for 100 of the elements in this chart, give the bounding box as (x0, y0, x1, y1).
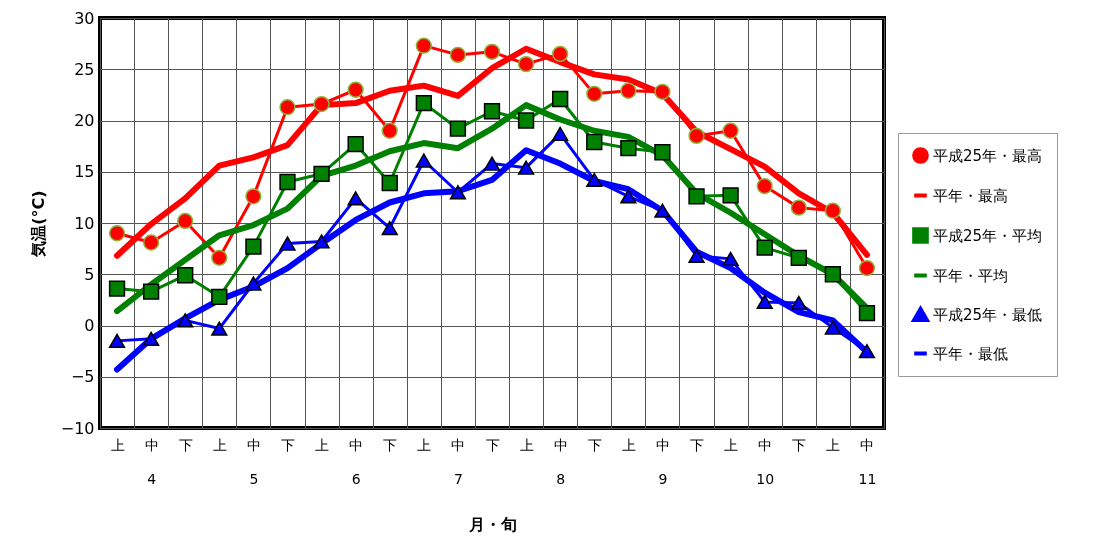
point (688, 127, 705, 145)
point (415, 94, 432, 112)
point (279, 173, 296, 191)
y-tick-label: 0 (84, 316, 95, 335)
point (245, 276, 262, 291)
x-tick-label: 上 (212, 436, 227, 453)
point (756, 294, 773, 310)
point (279, 236, 296, 251)
y-tick-label: 15 (74, 162, 95, 182)
point (313, 165, 330, 182)
point (177, 212, 194, 230)
point (756, 177, 773, 195)
point (483, 103, 501, 120)
point (313, 95, 330, 113)
point (347, 191, 364, 206)
point (245, 188, 262, 205)
x-tick-label: 下 (587, 436, 602, 453)
y-tick-label: −10 (60, 418, 95, 438)
point (142, 331, 160, 346)
point (449, 46, 467, 64)
x-tick-label: 上 (315, 436, 330, 453)
point (858, 259, 876, 277)
point (415, 153, 432, 168)
point (790, 199, 807, 216)
y-tick-label: 20 (74, 111, 95, 130)
point (211, 288, 228, 305)
point (483, 43, 501, 60)
point (586, 85, 603, 102)
x-tick-label: 上 (724, 436, 739, 453)
category-label: 中 9 (655, 436, 670, 487)
point (654, 203, 671, 218)
point (688, 248, 705, 263)
point (108, 225, 126, 242)
point (517, 160, 535, 175)
point (347, 81, 364, 98)
x-tick-label: 上 (621, 436, 636, 453)
point (142, 283, 160, 300)
x-tick-label: 上 (826, 436, 841, 453)
point (381, 174, 398, 192)
point (517, 112, 535, 129)
point (108, 333, 126, 349)
legend-label: 平年・平均 (933, 266, 1008, 285)
point (824, 266, 842, 283)
point (381, 122, 398, 139)
category-label: 中 6 (349, 436, 364, 487)
point (552, 126, 569, 141)
x-axis-title: 月・旬 (467, 514, 517, 534)
point (142, 234, 160, 251)
x-tick-label: 下 (690, 436, 705, 453)
point (108, 280, 126, 297)
x-tick-label: 下 (383, 436, 398, 453)
point (722, 122, 739, 139)
x-tick-label: 下 (485, 436, 500, 453)
y-tick-label: −5 (70, 367, 95, 387)
y-tick-label: 10 (74, 213, 95, 233)
legend-label: 平年・最低 (933, 344, 1008, 363)
x-tick-label: 上 (519, 436, 534, 453)
legend-label: 平年・最高 (933, 186, 1008, 205)
x-tick-label: 下 (280, 436, 295, 453)
point (313, 234, 330, 249)
point (620, 189, 637, 204)
legend-label: 平成25年・平均 (933, 226, 1043, 245)
point (449, 120, 467, 137)
y-tick-label: 30 (74, 8, 95, 28)
point (177, 313, 194, 328)
point (279, 99, 296, 116)
legend-label: 平成25年・最高 (933, 146, 1043, 165)
point (756, 239, 773, 256)
point (824, 320, 842, 335)
y-tick-label: 25 (74, 59, 95, 79)
point (552, 45, 569, 63)
point (517, 55, 535, 73)
category-label: 中 10 (756, 436, 775, 487)
point (790, 249, 807, 267)
category-label: 中 8 (553, 436, 568, 487)
point (858, 305, 876, 322)
x-tick-label: 上 (110, 436, 125, 453)
point (381, 220, 398, 236)
point (211, 249, 228, 266)
point (654, 144, 671, 161)
category-label: 中 5 (246, 436, 261, 487)
point (722, 187, 739, 204)
x-tick-label: 下 (178, 436, 193, 453)
y-tick-label: 5 (84, 264, 95, 284)
point (245, 238, 262, 255)
y-axis-title: 気温(°C) (28, 190, 48, 258)
point (177, 267, 194, 284)
point (654, 83, 671, 100)
point (790, 295, 807, 311)
point (824, 202, 842, 219)
category-label: 中 7 (451, 436, 466, 487)
point (620, 82, 637, 99)
x-tick-label: 下 (792, 436, 807, 453)
category-label: 中 11 (858, 436, 877, 487)
category-label: 中 4 (144, 436, 159, 487)
point (620, 140, 637, 157)
point (449, 185, 467, 200)
point (858, 343, 876, 359)
point (586, 133, 603, 151)
point (722, 251, 739, 267)
